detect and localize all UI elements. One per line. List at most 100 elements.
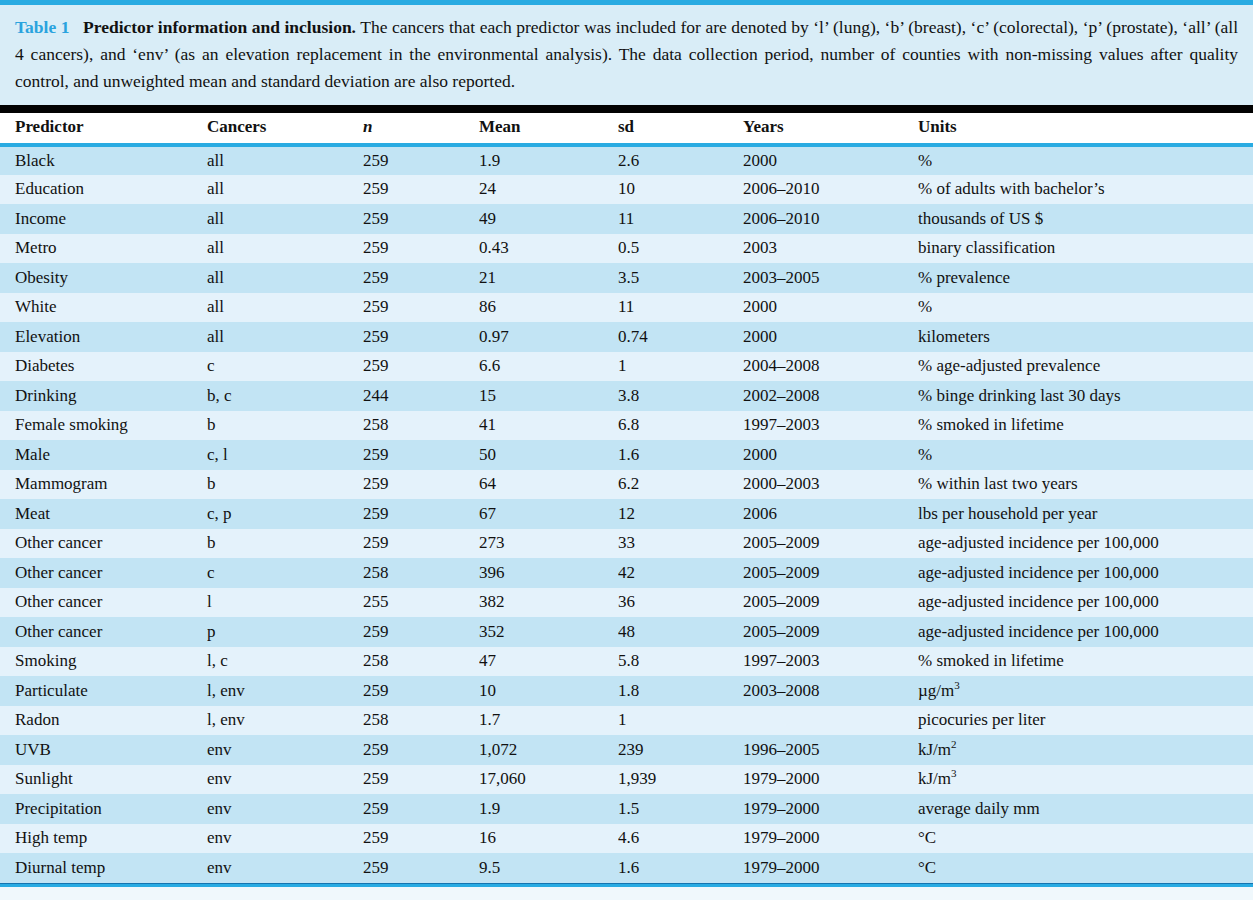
table-cell: 2000 (743, 145, 918, 175)
table-cell: UVB (0, 735, 207, 765)
table-cell: 21 (479, 263, 618, 293)
table-row: Obesityall259213.52003–2005% prevalence (0, 263, 1253, 293)
table-cell: 259 (363, 735, 479, 765)
table-cell: 11 (618, 293, 743, 323)
table-cell: 10 (479, 676, 618, 706)
table-cell: 1,939 (618, 765, 743, 795)
table-cell: 2003 (743, 234, 918, 264)
table-cell: Obesity (0, 263, 207, 293)
table-cell: Male (0, 440, 207, 470)
table-cell: 16 (479, 824, 618, 854)
table-cell: 259 (363, 352, 479, 382)
header-row: PredictorCancersnMeansdYearsUnits (0, 113, 1253, 145)
table-cell: 255 (363, 588, 479, 618)
table-cell: 259 (363, 322, 479, 352)
table-cell: 258 (363, 706, 479, 736)
table-row: Precipitationenv2591.91.51979–2000averag… (0, 794, 1253, 824)
table-cell: 2000 (743, 440, 918, 470)
table-cell: b (207, 411, 363, 441)
table-cell: °C (918, 853, 1253, 883)
column-header: Predictor (0, 113, 207, 145)
table-row: Particulatel, env259101.82003–2008µg/m3 (0, 676, 1253, 706)
table-cell: Other cancer (0, 529, 207, 559)
table-cell: % binge drinking last 30 days (918, 381, 1253, 411)
table-cell: 0.74 (618, 322, 743, 352)
table-cell: 1.9 (479, 145, 618, 175)
table-cell: Precipitation (0, 794, 207, 824)
table-cell: 12 (618, 499, 743, 529)
table-cell: 1979–2000 (743, 765, 918, 795)
table-cell: all (207, 204, 363, 234)
table-cell: % age-adjusted prevalence (918, 352, 1253, 382)
table-cell: p (207, 617, 363, 647)
table-cell: 2000 (743, 322, 918, 352)
table-cell: 2.6 (618, 145, 743, 175)
table-cell: 259 (363, 440, 479, 470)
table-cell: 1.6 (618, 440, 743, 470)
table-cell: c, p (207, 499, 363, 529)
table-cell: b, c (207, 381, 363, 411)
table-cell: 2005–2009 (743, 617, 918, 647)
table-cell: all (207, 145, 363, 175)
table-cell: 3.5 (618, 263, 743, 293)
table-cell: 0.43 (479, 234, 618, 264)
table-cell: 1.5 (618, 794, 743, 824)
column-header: Years (743, 113, 918, 145)
table-cell: Other cancer (0, 558, 207, 588)
table-body: Blackall2591.92.62000%Educationall259241… (0, 145, 1253, 883)
table-cell: 47 (479, 647, 618, 677)
table-cell: % of adults with bachelor’s (918, 175, 1253, 205)
table-cell: 1979–2000 (743, 794, 918, 824)
table-cell: 259 (363, 824, 479, 854)
table-cell: env (207, 794, 363, 824)
table-cell: 259 (363, 263, 479, 293)
table-cell: % prevalence (918, 263, 1253, 293)
table-cell: age-adjusted incidence per 100,000 (918, 588, 1253, 618)
table-cell: 42 (618, 558, 743, 588)
table-cell: 352 (479, 617, 618, 647)
table-cell: l (207, 588, 363, 618)
table-cell: b (207, 470, 363, 500)
table-cell: kilometers (918, 322, 1253, 352)
table-cell: 17,060 (479, 765, 618, 795)
table-cell: 1979–2000 (743, 824, 918, 854)
table-cell: 258 (363, 647, 479, 677)
table-cell: 2003–2005 (743, 263, 918, 293)
table-cell: Drinking (0, 381, 207, 411)
table-row: Female smokingb258416.81997–2003% smoked… (0, 411, 1253, 441)
table-cell: 2000–2003 (743, 470, 918, 500)
table-row: Incomeall25949112006–2010thousands of US… (0, 204, 1253, 234)
table-cell: 259 (363, 794, 479, 824)
table-cell: 258 (363, 558, 479, 588)
table-cell: 1997–2003 (743, 411, 918, 441)
table-cell: Other cancer (0, 617, 207, 647)
table-cell: 41 (479, 411, 618, 441)
table-row: Diabetesc2596.612004–2008% age-adjusted … (0, 352, 1253, 382)
table-cell: b (207, 529, 363, 559)
table-cell: 50 (479, 440, 618, 470)
table-cell: 33 (618, 529, 743, 559)
bottom-rule (0, 883, 1253, 887)
table-cell: 5.8 (618, 647, 743, 677)
table-cell: 259 (363, 470, 479, 500)
table-cell: binary classification (918, 234, 1253, 264)
table-cell: 259 (363, 145, 479, 175)
table-cell: 396 (479, 558, 618, 588)
table-cell: Black (0, 145, 207, 175)
table-cell: Diabetes (0, 352, 207, 382)
table-cell: 2006 (743, 499, 918, 529)
table-row: Other cancerb259273332005–2009age-adjust… (0, 529, 1253, 559)
table-cell: 1,072 (479, 735, 618, 765)
table-cell: 48 (618, 617, 743, 647)
table-row: Mammogramb259646.22000–2003% within last… (0, 470, 1253, 500)
table-cell: 259 (363, 617, 479, 647)
table-cell: 1997–2003 (743, 647, 918, 677)
table-cell: all (207, 234, 363, 264)
table-cell: % smoked in lifetime (918, 647, 1253, 677)
table-cell: Meat (0, 499, 207, 529)
table-row: Drinkingb, c244153.82002–2008% binge dri… (0, 381, 1253, 411)
table-cell: 2004–2008 (743, 352, 918, 382)
table-cell: 15 (479, 381, 618, 411)
table-cell: 2006–2010 (743, 175, 918, 205)
table-row: Elevationall2590.970.742000kilometers (0, 322, 1253, 352)
